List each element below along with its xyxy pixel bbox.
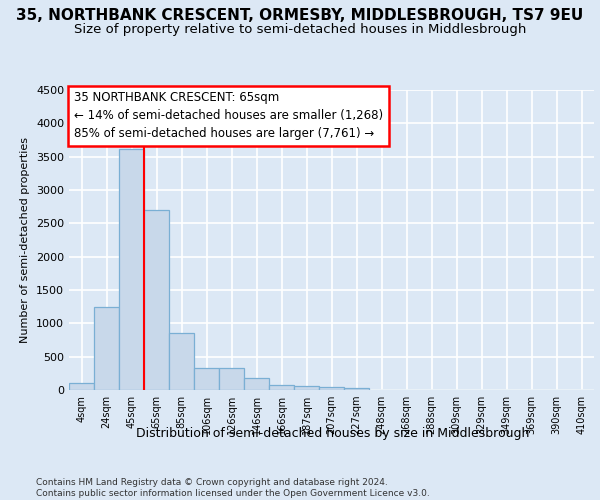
Bar: [269, 386, 294, 390]
Text: Size of property relative to semi-detached houses in Middlesbrough: Size of property relative to semi-detach…: [74, 22, 526, 36]
Y-axis label: Number of semi-detached properties: Number of semi-detached properties: [20, 137, 31, 343]
Bar: [219, 368, 244, 390]
Bar: [194, 368, 219, 390]
Bar: [94, 306, 119, 390]
Bar: [69, 384, 94, 390]
Text: 35 NORTHBANK CRESCENT: 65sqm
← 14% of semi-detached houses are smaller (1,268)
8: 35 NORTHBANK CRESCENT: 65sqm ← 14% of se…: [74, 92, 383, 140]
Bar: [244, 378, 269, 390]
Text: 35, NORTHBANK CRESCENT, ORMESBY, MIDDLESBROUGH, TS7 9EU: 35, NORTHBANK CRESCENT, ORMESBY, MIDDLES…: [16, 8, 584, 22]
Bar: [294, 386, 319, 390]
Bar: [319, 386, 344, 390]
Text: Distribution of semi-detached houses by size in Middlesbrough: Distribution of semi-detached houses by …: [136, 428, 530, 440]
Bar: [169, 334, 194, 390]
Bar: [344, 388, 369, 390]
Bar: [119, 148, 144, 390]
Bar: [144, 210, 169, 390]
Text: Contains HM Land Registry data © Crown copyright and database right 2024.
Contai: Contains HM Land Registry data © Crown c…: [36, 478, 430, 498]
